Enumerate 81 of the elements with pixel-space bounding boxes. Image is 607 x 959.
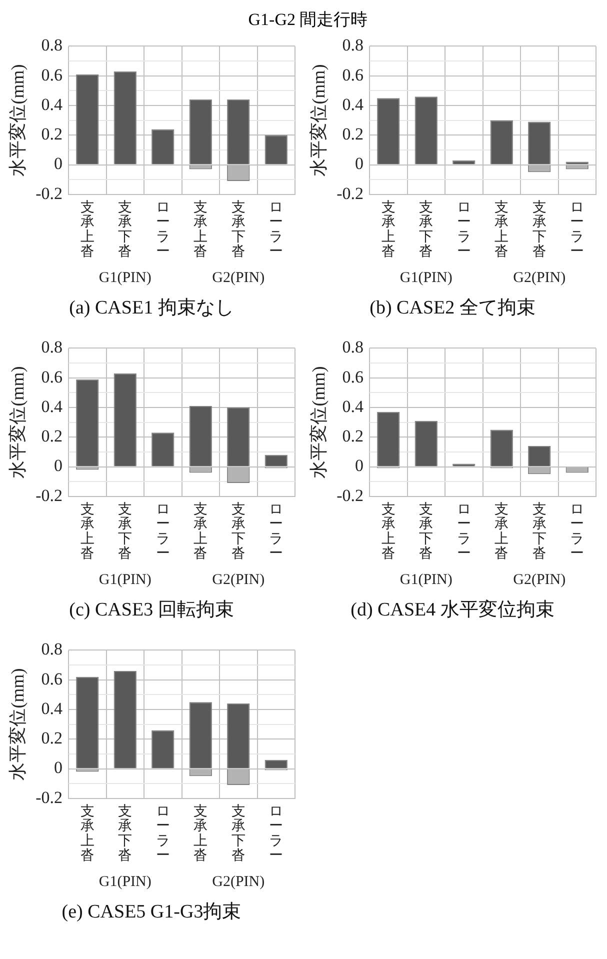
text: (d) CASE4 水平変位拘束 bbox=[350, 598, 554, 621]
x-tick-label: 支承上沓 bbox=[194, 199, 208, 260]
text: (e) CASE5 G1-G3拘束 bbox=[62, 902, 242, 923]
x-tick-label: ローラー bbox=[456, 200, 471, 260]
y-tick-label: 0.4 bbox=[342, 94, 364, 114]
y-tick-label: 0 bbox=[54, 456, 63, 476]
y-tick-label: -0.2 bbox=[36, 184, 63, 203]
y-tick-label: 0.4 bbox=[342, 396, 364, 416]
y-tick-label: -0.2 bbox=[336, 486, 364, 505]
y-tick-label: 0.2 bbox=[41, 426, 63, 446]
text: (b) CASE2 全て拘束 bbox=[370, 298, 536, 319]
x-tick-label: ローラー bbox=[269, 804, 284, 864]
x-tick-label: 支承上沓 bbox=[80, 501, 94, 562]
y-tick-label: 0 bbox=[54, 154, 63, 174]
x-tick-label: 支承上沓 bbox=[194, 501, 208, 562]
y-tick-label: 0.8 bbox=[41, 36, 63, 55]
y-tick-label: 0.2 bbox=[342, 124, 364, 144]
text: G1(PIN) bbox=[400, 270, 452, 286]
text: G1(PIN) bbox=[400, 572, 452, 588]
text: (a) CASE1 拘束なし bbox=[69, 298, 234, 319]
x-tick-label: ローラー bbox=[570, 502, 584, 562]
x-tick-label: 支承下沓 bbox=[419, 501, 434, 562]
y-tick-label: 0 bbox=[355, 456, 364, 476]
x-tick-label: ローラー bbox=[456, 502, 471, 562]
y-tick-label: 0.6 bbox=[342, 65, 364, 84]
y-tick-label: 0.2 bbox=[342, 426, 364, 446]
y-tick-label: 0.6 bbox=[342, 367, 364, 386]
x-tick-label: ローラー bbox=[269, 502, 284, 562]
x-tick-label: 支承上沓 bbox=[494, 501, 509, 562]
y-axis-title: 水平変位(mm) bbox=[8, 366, 28, 478]
text: G2(PIN) bbox=[212, 874, 265, 890]
y-tick-label: 0.8 bbox=[41, 338, 63, 357]
y-tick-label: 0 bbox=[355, 154, 364, 174]
x-tick-label: ローラー bbox=[570, 200, 584, 260]
x-tick-label: 支承上沓 bbox=[381, 501, 396, 562]
text: (c) CASE3 回転拘束 bbox=[69, 600, 234, 621]
y-axis-title: 水平変位(mm) bbox=[8, 668, 28, 780]
y-tick-label: 0 bbox=[54, 758, 63, 778]
y-axis-title: 水平変位(mm) bbox=[8, 64, 28, 176]
x-tick-label: ローラー bbox=[156, 200, 170, 260]
y-tick-label: 0.8 bbox=[41, 640, 63, 659]
x-tick-label: 支承上沓 bbox=[194, 803, 208, 864]
x-tick-label: ローラー bbox=[156, 502, 170, 562]
x-tick-label: ローラー bbox=[269, 200, 284, 260]
y-tick-label: 0.8 bbox=[342, 338, 364, 357]
text: G2(PIN) bbox=[513, 270, 566, 286]
y-tick-label: 0.2 bbox=[41, 124, 63, 144]
y-tick-label: -0.2 bbox=[36, 486, 63, 505]
x-tick-label: 支承下沓 bbox=[532, 501, 546, 562]
y-tick-label: 0.2 bbox=[41, 728, 63, 748]
x-tick-label: 支承下沓 bbox=[231, 803, 246, 864]
x-tick-label: 支承下沓 bbox=[118, 501, 132, 562]
x-tick-label: 支承上沓 bbox=[381, 199, 396, 260]
y-tick-label: 0.8 bbox=[342, 36, 364, 55]
x-tick-label: 支承下沓 bbox=[118, 803, 132, 864]
y-tick-label: 0.4 bbox=[41, 396, 64, 416]
x-tick-label: 支承上沓 bbox=[494, 199, 509, 260]
x-tick-label: ローラー bbox=[156, 804, 170, 864]
y-axis-title: 水平変位(mm) bbox=[308, 366, 329, 478]
text: G2(PIN) bbox=[513, 572, 566, 588]
x-tick-label: 支承下沓 bbox=[231, 199, 246, 260]
chart-subtitle: G1-G2 間走行時 bbox=[247, 9, 369, 30]
text: G1(PIN) bbox=[98, 572, 152, 588]
x-tick-label: 支承下沓 bbox=[532, 199, 546, 260]
y-tick-label: 0.6 bbox=[41, 65, 63, 84]
y-tick-label: 0.4 bbox=[41, 698, 64, 718]
x-tick-label: 支承下沓 bbox=[118, 199, 132, 260]
text: G1(PIN) bbox=[98, 874, 152, 890]
x-tick-label: 支承下沓 bbox=[231, 501, 246, 562]
text: G1(PIN) bbox=[98, 270, 152, 286]
text: G2(PIN) bbox=[212, 270, 265, 286]
y-tick-label: -0.2 bbox=[36, 788, 63, 807]
x-tick-label: 支承下沓 bbox=[419, 199, 434, 260]
y-tick-label: 0.6 bbox=[41, 367, 63, 386]
y-tick-label: 0.6 bbox=[41, 669, 63, 688]
x-tick-label: 支承上沓 bbox=[80, 199, 94, 260]
y-axis-title: 水平変位(mm) bbox=[308, 64, 329, 176]
x-tick-label: 支承上沓 bbox=[80, 803, 94, 864]
y-tick-label: 0.4 bbox=[41, 94, 64, 114]
y-tick-label: -0.2 bbox=[336, 184, 364, 203]
text: G2(PIN) bbox=[212, 572, 265, 588]
